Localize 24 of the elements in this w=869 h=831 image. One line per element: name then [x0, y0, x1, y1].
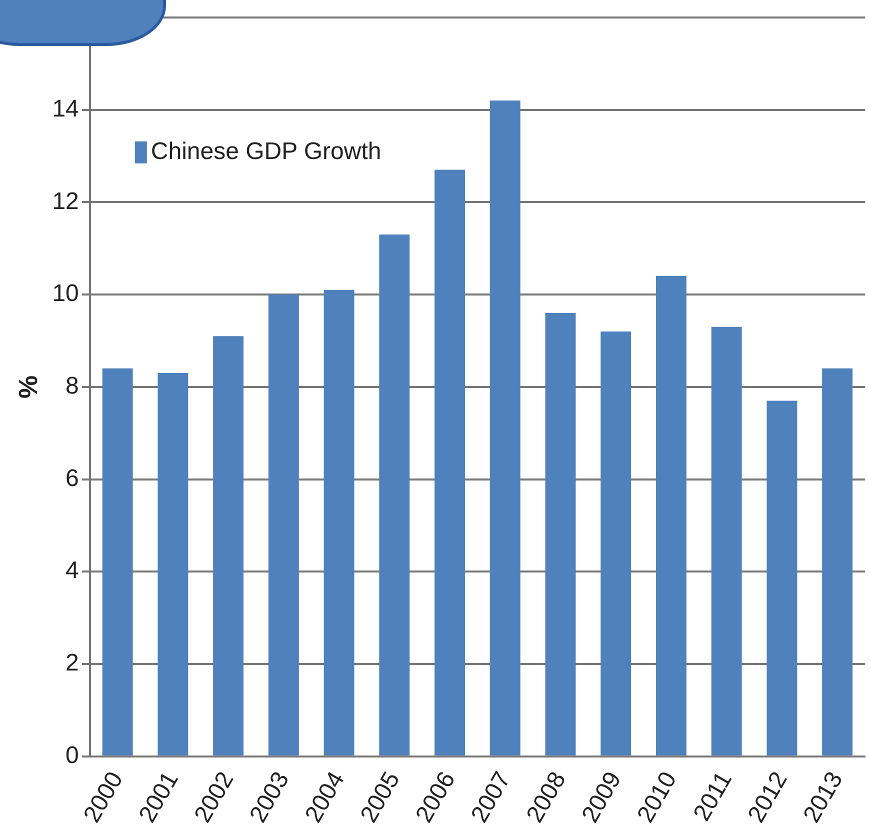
- bar: [656, 276, 686, 756]
- bar: [213, 336, 244, 756]
- bar: [268, 294, 299, 756]
- bar: [822, 368, 853, 756]
- y-tick-label: 8: [66, 372, 79, 400]
- bar: [600, 331, 632, 756]
- legend-label: Chinese GDP Growth: [150, 138, 382, 166]
- y-tick-label: 12: [52, 188, 79, 215]
- bar: [766, 400, 798, 756]
- bar: [379, 234, 410, 756]
- y-tick-label: 0: [66, 742, 79, 769]
- bar: [711, 326, 742, 756]
- bar: [324, 290, 354, 756]
- y-tick-label: 2: [66, 650, 79, 677]
- bar: [434, 170, 465, 756]
- bar: [102, 368, 133, 756]
- y-axis-title: %: [12, 375, 43, 398]
- y-tick-label: 10: [52, 280, 79, 308]
- y-tick-label: 4: [66, 557, 79, 584]
- y-tick-label: 6: [66, 464, 79, 492]
- bar: [490, 100, 520, 756]
- bar: [545, 312, 576, 756]
- y-tick-label: 14: [52, 95, 79, 122]
- bar: [158, 373, 188, 756]
